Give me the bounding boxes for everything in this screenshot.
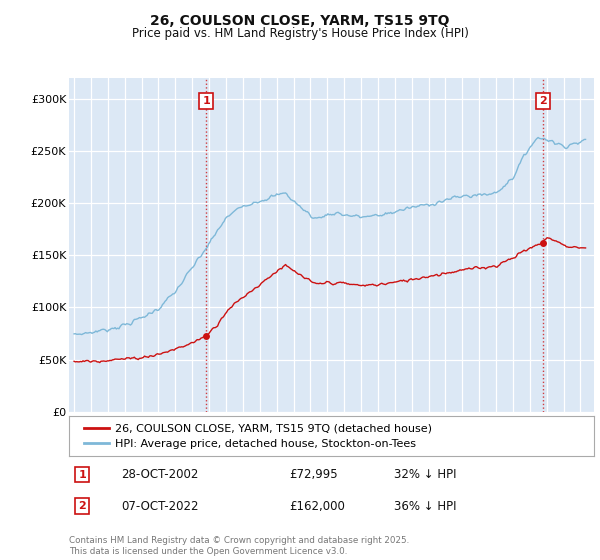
Text: 28-OCT-2002: 28-OCT-2002 [121,468,199,481]
Text: 36% ↓ HPI: 36% ↓ HPI [395,500,457,512]
Text: 26, COULSON CLOSE, YARM, TS15 9TQ: 26, COULSON CLOSE, YARM, TS15 9TQ [150,14,450,28]
Legend: 26, COULSON CLOSE, YARM, TS15 9TQ (detached house), HPI: Average price, detached: 26, COULSON CLOSE, YARM, TS15 9TQ (detac… [80,419,437,453]
Text: Price paid vs. HM Land Registry's House Price Index (HPI): Price paid vs. HM Land Registry's House … [131,27,469,40]
Text: 32% ↓ HPI: 32% ↓ HPI [395,468,457,481]
Text: 2: 2 [539,96,547,106]
Text: £162,000: £162,000 [290,500,346,512]
Text: £72,995: £72,995 [290,468,338,481]
Text: 07-OCT-2022: 07-OCT-2022 [121,500,199,512]
Text: 2: 2 [78,501,86,511]
Text: 1: 1 [202,96,210,106]
Text: Contains HM Land Registry data © Crown copyright and database right 2025.
This d: Contains HM Land Registry data © Crown c… [69,536,409,556]
Text: 1: 1 [78,470,86,479]
